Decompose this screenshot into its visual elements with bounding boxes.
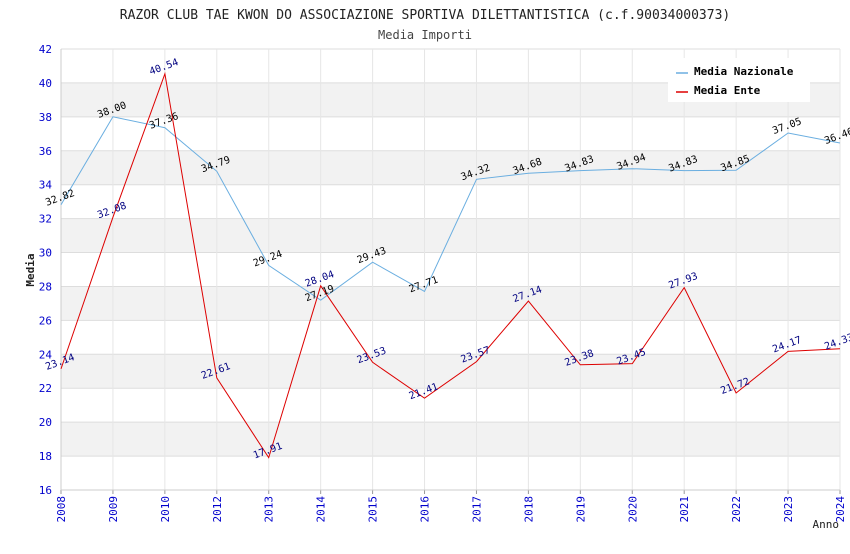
series-line-media-nazionale: [60, 116, 841, 301]
y-tick-label: 16: [39, 484, 52, 497]
x-tick-label: 2020: [626, 496, 639, 523]
x-tick-label: 2022: [730, 496, 743, 523]
x-tick-label: 2018: [522, 496, 535, 523]
axes: [60, 49, 840, 491]
data-label-nazionale: 36.46: [823, 126, 850, 147]
x-tick-label: 2016: [419, 496, 432, 523]
legend-label-ente: Media Ente: [694, 84, 761, 97]
x-tick-labels: 2008 2009 2010 2012 2013 2014 2015 2016 2017 2018…: [55, 496, 847, 523]
legend-label-nazionale: Media Nazionale: [694, 65, 794, 78]
y-tick-label: 22: [39, 382, 52, 395]
x-tick-label: 2008: [55, 496, 68, 523]
series-lines: [60, 71, 841, 459]
y-tick-label: 32: [39, 213, 52, 226]
y-tick-label: 26: [39, 314, 52, 327]
y-tick-label: 40: [39, 77, 52, 90]
x-tick-label: 2013: [263, 496, 276, 523]
grid-band: [61, 150, 840, 185]
x-tick-label: 2014: [315, 496, 328, 523]
y-tick-label: 38: [39, 111, 52, 124]
x-tick-label: 2023: [782, 496, 795, 523]
y-tick-label: 30: [39, 247, 52, 260]
y-tick-label: 18: [39, 450, 52, 463]
y-tick-label: 20: [39, 416, 52, 429]
chart-title: RAZOR CLUB TAE KWON DO ASSOCIAZIONE SPOR…: [120, 8, 730, 23]
x-axis-label: Anno: [813, 518, 840, 531]
legend: Media Nazionale Media Ente: [668, 58, 810, 102]
x-tick-label: 2017: [470, 496, 483, 523]
gridlines: [60, 48, 841, 494]
y-tick-label: 34: [39, 179, 53, 192]
y-axis-label: Media: [24, 253, 37, 286]
grid-band: [61, 422, 840, 457]
x-tick-label: 2015: [367, 496, 380, 523]
data-label-ente: 24.33: [823, 332, 850, 353]
series-line-media-ente: [60, 71, 841, 459]
legend-box: [668, 58, 810, 102]
data-label-ente: 40.54: [148, 57, 180, 78]
grid-band: [61, 354, 840, 389]
y-tick-label: 24: [39, 348, 53, 361]
x-tick-label: 2024: [834, 496, 847, 523]
x-tick-label: 2012: [211, 496, 224, 523]
y-tick-label: 42: [39, 43, 52, 56]
y-tick-labels: 16 18 20 22 24 26 28 30 32 34 36 38 40 42: [39, 43, 53, 497]
x-tick-label: 2021: [678, 496, 691, 523]
grid-band: [61, 286, 840, 321]
x-tick-label: 2019: [574, 496, 587, 523]
y-tick-label: 28: [39, 280, 52, 293]
x-tick-label: 2009: [107, 496, 120, 523]
x-tick-label: 2010: [159, 496, 172, 523]
y-tick-label: 36: [39, 145, 52, 158]
chart-subtitle: Media Importi: [378, 28, 472, 42]
